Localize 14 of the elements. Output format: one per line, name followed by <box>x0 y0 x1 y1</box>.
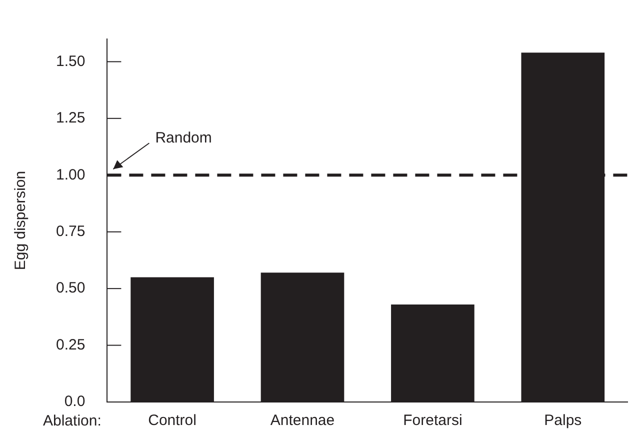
y-tick-label: 0.0 <box>64 393 86 410</box>
y-tick-label: 1.00 <box>56 166 86 184</box>
y-tick-label: 0.25 <box>56 336 86 354</box>
y-tick-label: 0.75 <box>56 222 86 240</box>
x-axis-title: Ablation: <box>43 412 102 430</box>
x-tick-label: Antennae <box>270 412 335 430</box>
x-tick-label: Control <box>148 412 196 430</box>
ref-line-label: Random <box>155 129 212 146</box>
y-tick-label: 0.50 <box>56 280 86 297</box>
y-tick-label: 1.50 <box>56 52 86 70</box>
y-axis-title: Egg dispersion <box>12 170 30 270</box>
y-tick-label: 1.25 <box>56 110 86 127</box>
x-tick-label: Palps <box>544 412 582 430</box>
x-tick-label: Foretarsi <box>403 412 462 430</box>
